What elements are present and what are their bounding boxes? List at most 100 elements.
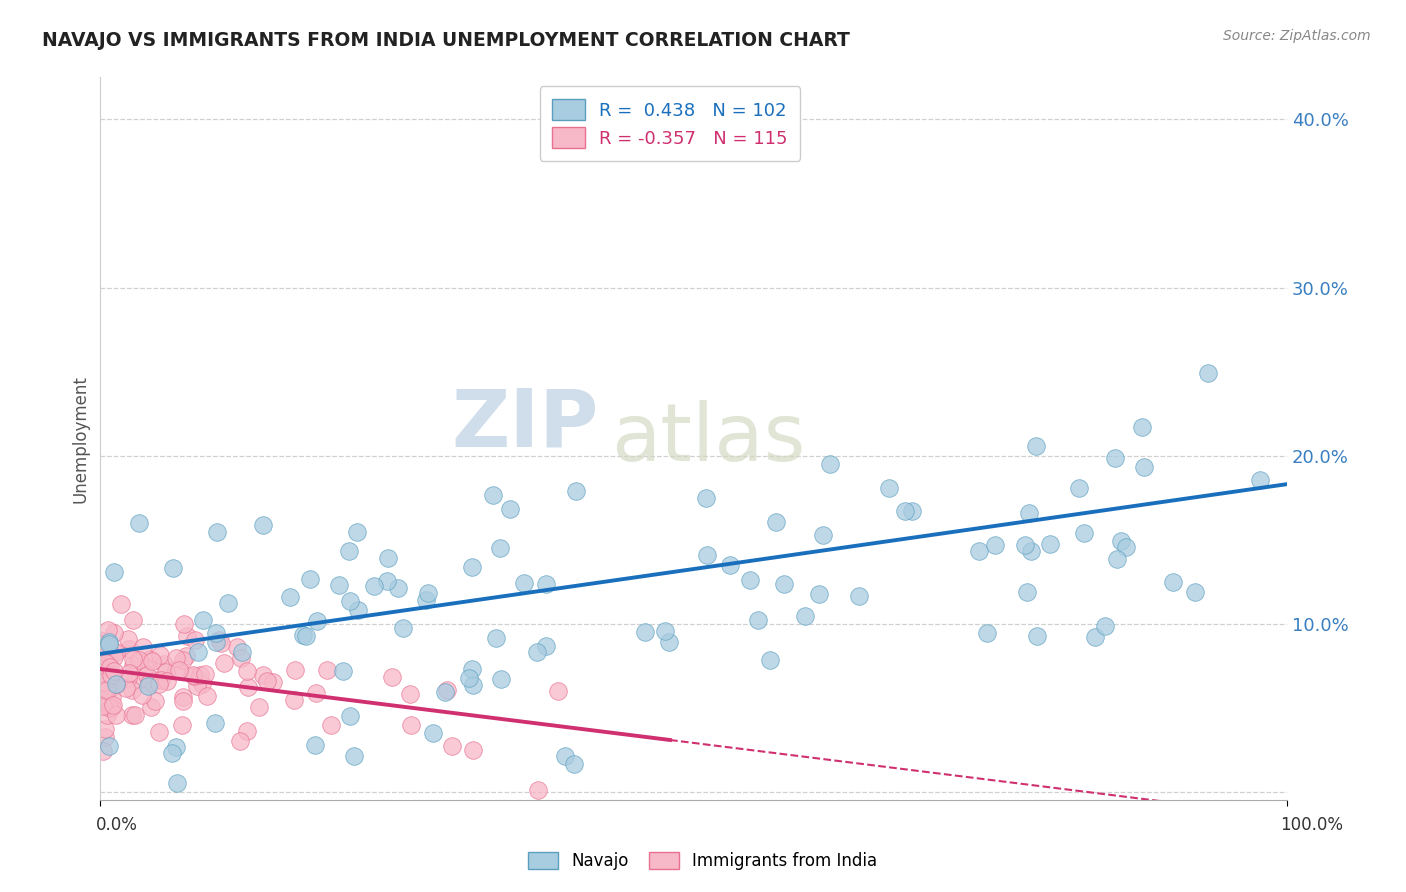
Point (118, 666, 141, 681)
Point (96, 707, 118, 722)
Point (136, 679, 159, 693)
Point (94, 656, 117, 670)
Point (305, 686, 328, 700)
Point (172, 693, 194, 707)
Point (461, 743, 484, 757)
Point (166, 776, 188, 790)
Point (284, 664, 307, 678)
Point (434, 685, 457, 699)
Point (97, 739, 120, 753)
Point (188, 668, 211, 682)
Point (565, 484, 588, 499)
Point (1115, 540, 1137, 554)
Text: Source: ZipAtlas.com: Source: ZipAtlas.com (1223, 29, 1371, 43)
Point (96, 683, 118, 698)
Text: 0.0%: 0.0% (96, 816, 138, 834)
Point (148, 677, 170, 691)
Point (436, 682, 458, 697)
Point (1073, 525, 1095, 540)
Point (283, 693, 305, 707)
Point (877, 481, 900, 495)
Point (1133, 459, 1156, 474)
Point (1039, 536, 1062, 550)
Point (984, 538, 1007, 552)
Point (186, 679, 208, 693)
Point (695, 491, 717, 506)
Point (155, 673, 177, 688)
Point (392, 621, 415, 635)
Point (1184, 584, 1206, 599)
Point (162, 560, 184, 574)
Point (98, 645, 121, 659)
Point (562, 756, 585, 771)
Point (128, 672, 150, 686)
Point (121, 613, 143, 627)
Point (1069, 481, 1091, 495)
Point (305, 615, 328, 629)
Point (114, 681, 136, 696)
Point (527, 783, 550, 797)
Point (91, 744, 114, 758)
Point (236, 723, 259, 738)
Point (1197, 366, 1219, 380)
Point (141, 699, 163, 714)
Point (229, 734, 252, 748)
Point (173, 616, 195, 631)
Point (794, 608, 817, 623)
Point (304, 738, 326, 752)
Point (758, 653, 780, 667)
Point (363, 579, 385, 593)
Point (96, 656, 118, 670)
Point (399, 687, 422, 701)
Point (94, 646, 117, 660)
Point (91, 678, 114, 692)
Point (460, 560, 482, 574)
Point (1132, 419, 1154, 434)
Point (101, 698, 124, 713)
Point (654, 624, 676, 639)
Point (295, 629, 318, 643)
Point (299, 572, 322, 586)
Point (440, 739, 463, 753)
Point (534, 639, 557, 653)
Point (1019, 544, 1042, 558)
Point (401, 718, 423, 732)
Point (212, 656, 235, 670)
Point (718, 558, 741, 572)
Point (316, 664, 339, 678)
Point (337, 544, 360, 558)
Point (278, 591, 301, 605)
Point (94, 730, 117, 744)
Point (172, 718, 194, 732)
Text: NAVAJO VS IMMIGRANTS FROM INDIA UNEMPLOYMENT CORRELATION CHART: NAVAJO VS IMMIGRANTS FROM INDIA UNEMPLOY… (42, 31, 851, 50)
Point (208, 633, 231, 648)
Point (328, 578, 350, 592)
Point (101, 680, 124, 694)
Point (117, 642, 139, 657)
Point (765, 515, 787, 529)
Point (1025, 629, 1047, 643)
Point (236, 681, 259, 695)
Point (91, 663, 114, 677)
Point (226, 640, 249, 655)
Point (381, 670, 404, 684)
Point (1017, 585, 1039, 599)
Point (165, 663, 187, 677)
Point (94, 723, 117, 737)
Point (139, 652, 162, 666)
Point (181, 668, 204, 682)
Point (457, 671, 479, 685)
Point (103, 645, 125, 659)
Point (172, 690, 194, 704)
Point (1084, 630, 1107, 644)
Point (489, 541, 512, 555)
Point (94, 649, 117, 664)
Point (191, 676, 214, 690)
Point (811, 528, 834, 542)
Point (91, 674, 114, 689)
Legend: R =  0.438   N = 102, R = -0.357   N = 115: R = 0.438 N = 102, R = -0.357 N = 115 (540, 87, 800, 161)
Point (91, 666, 114, 681)
Point (91, 640, 114, 654)
Point (1018, 506, 1040, 520)
Point (174, 648, 197, 663)
